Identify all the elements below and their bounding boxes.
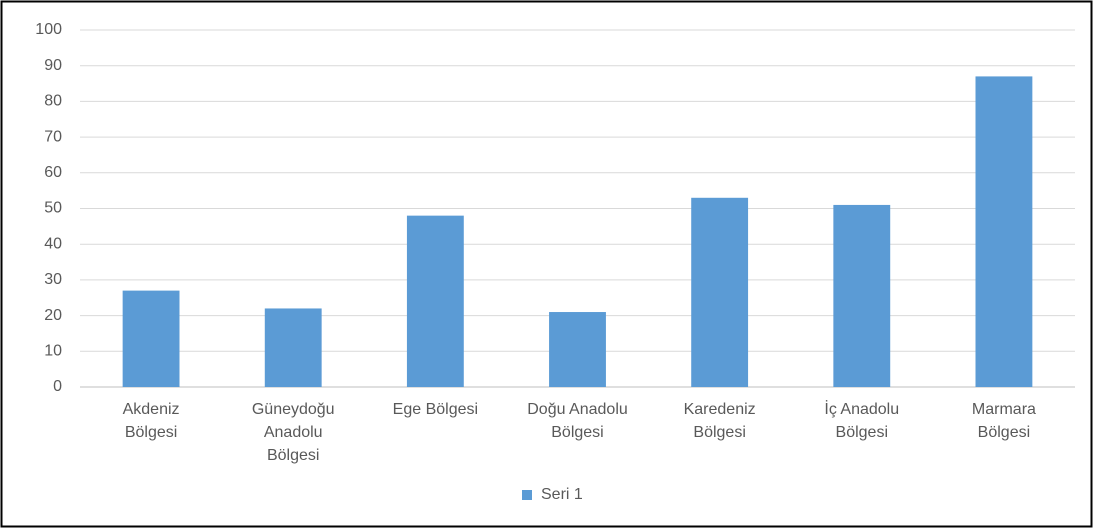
legend-label: Seri 1 (541, 486, 583, 503)
y-tick-label: 50 (44, 200, 62, 217)
x-tick-label: Doğu Anadolu Bölgesi (527, 401, 628, 441)
y-tick-label: 60 (44, 164, 62, 181)
bar (975, 76, 1033, 387)
y-tick-label: 20 (44, 307, 62, 324)
y-tick-label: 30 (44, 271, 62, 288)
x-tick-label: İç Anadolu Bölgesi (824, 399, 899, 441)
y-tick-label: 70 (44, 128, 62, 145)
y-tick-label: 80 (44, 93, 62, 110)
x-tick-label: Marmara Bölgesi (972, 401, 1036, 441)
y-tick-label: 100 (35, 21, 62, 38)
legend-swatch (522, 490, 532, 500)
bar (264, 308, 322, 387)
x-tick-label: Ege Bölgesi (393, 401, 478, 418)
y-tick-label: 10 (44, 343, 62, 360)
y-tick-label: 0 (53, 378, 62, 395)
bar (549, 312, 606, 387)
x-tick-label: Güneydoğu Anadolu Bölgesi (252, 401, 335, 464)
bar (691, 197, 749, 387)
y-tick-label: 90 (44, 57, 62, 74)
x-tick-label: Karedeniz Bölgesi (684, 401, 756, 441)
bar (406, 215, 464, 387)
bar (833, 204, 891, 387)
x-tick-label: Akdeniz Bölgesi (123, 401, 180, 441)
bar (122, 290, 180, 387)
y-tick-label: 40 (44, 235, 62, 252)
